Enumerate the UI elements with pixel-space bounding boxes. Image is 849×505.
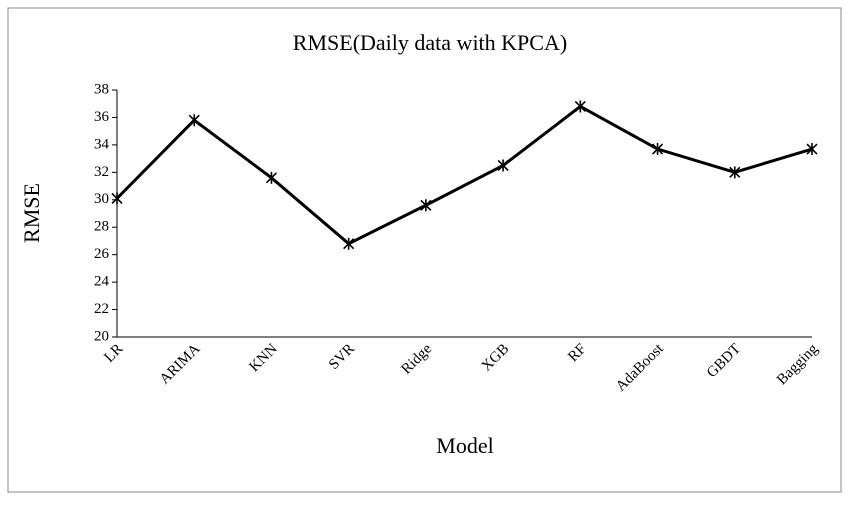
y-tick-label: 32 [94, 164, 109, 180]
y-tick-label: 20 [94, 328, 109, 344]
x-axis-title: Model [436, 433, 493, 458]
point-marker [497, 159, 509, 172]
y-axis-title: RMSE [19, 183, 44, 243]
point-marker [188, 114, 200, 127]
y-tick-label: 38 [94, 81, 109, 97]
y-tick-label: 36 [94, 109, 110, 125]
y-tick-label: 22 [94, 301, 109, 317]
point-marker [729, 166, 741, 179]
point-marker [265, 171, 278, 184]
point-marker [111, 192, 123, 205]
point-marker [343, 237, 355, 250]
y-tick-label: 26 [94, 246, 110, 262]
chart-frame [7, 7, 842, 493]
point-marker [651, 143, 664, 156]
y-tick-label: 30 [94, 191, 109, 207]
point-marker [574, 100, 586, 113]
chart-title: RMSE(Daily data with KPCA) [293, 30, 567, 55]
y-tick-label: 28 [94, 219, 109, 235]
point-marker [420, 199, 432, 212]
point-marker [806, 143, 818, 156]
y-tick-label: 24 [94, 274, 110, 290]
series-line [115, 104, 813, 246]
y-tick-label: 34 [94, 136, 110, 152]
